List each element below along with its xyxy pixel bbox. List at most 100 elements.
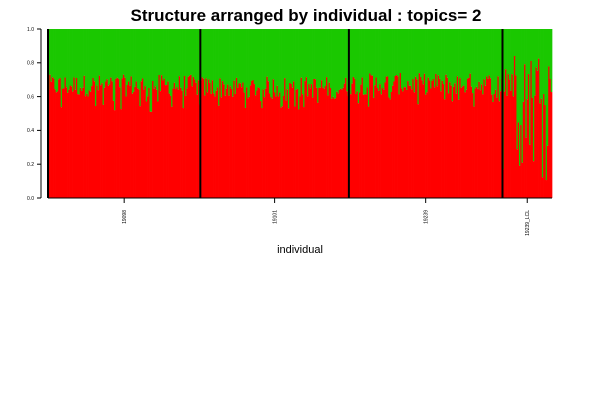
bar-topic1 <box>282 95 285 198</box>
bar-topic1 <box>121 78 124 198</box>
bar-topic2 <box>125 29 128 97</box>
bar-topic2 <box>464 29 467 93</box>
bar-topic1 <box>157 101 159 198</box>
bar-topic2 <box>494 29 497 90</box>
bar-topic1 <box>138 89 140 198</box>
bar-topic2 <box>58 29 60 80</box>
bar-topic1 <box>332 96 334 198</box>
bar-topic2 <box>100 29 102 86</box>
bar-topic1 <box>380 94 383 198</box>
bar-topic2 <box>55 29 58 93</box>
bar-topic1 <box>89 91 92 198</box>
bar-topic2 <box>482 29 484 95</box>
bar-topic1 <box>497 76 500 198</box>
bar-topic1 <box>58 79 60 198</box>
bar-topic1 <box>441 80 444 198</box>
bar-topic1 <box>92 77 95 198</box>
bar-topic1 <box>487 78 489 198</box>
bar-topic1 <box>214 96 216 198</box>
bar-topic1 <box>155 89 158 198</box>
bar-topic1 <box>400 88 403 198</box>
bar-topic2 <box>251 29 253 81</box>
bar-topic2 <box>489 29 492 79</box>
bar-topic1 <box>468 77 470 198</box>
bar-topic2 <box>247 29 249 99</box>
bar-topic2 <box>195 29 197 83</box>
bar-topic2 <box>233 29 235 81</box>
bar-topic2 <box>305 29 308 78</box>
bar-topic1 <box>251 80 253 198</box>
bar-topic1 <box>192 76 195 198</box>
bar-topic1 <box>488 75 491 198</box>
bar-topic1 <box>65 87 68 198</box>
bar-topic2 <box>280 29 282 108</box>
bar-topic1 <box>174 89 177 198</box>
bar-topic2 <box>190 29 192 75</box>
bar-topic1 <box>442 84 445 198</box>
y-tick-label: 0.6 <box>27 94 34 100</box>
bar-topic2 <box>126 29 129 85</box>
bar-topic1 <box>331 98 333 198</box>
bar-topic1 <box>409 85 412 198</box>
bar-topic1 <box>446 77 449 198</box>
bar-topic1 <box>215 90 218 198</box>
bar-topic2 <box>289 29 291 83</box>
bar-topic2 <box>499 29 502 92</box>
bar-topic1 <box>256 90 258 198</box>
bar-topic1 <box>478 81 480 198</box>
bar-topic2 <box>103 29 106 88</box>
bar-topic1 <box>392 85 394 198</box>
bar-topic2 <box>79 29 82 88</box>
bar-topic1 <box>233 80 235 198</box>
bar-topic1 <box>451 101 454 198</box>
bar-topic2 <box>351 29 354 84</box>
bar-topic2 <box>512 29 515 97</box>
bar-topic1 <box>267 81 270 198</box>
bar-topic2 <box>50 29 53 82</box>
bar-topic1 <box>51 77 54 198</box>
bar-topic1 <box>285 100 288 198</box>
bar-topic2 <box>360 29 362 85</box>
bar-topic1 <box>213 93 215 198</box>
bar-topic1 <box>232 96 234 198</box>
bar-topic2 <box>115 29 117 79</box>
bar-topic2 <box>196 29 199 95</box>
bar-topic2 <box>548 29 550 67</box>
bar-topic2 <box>341 29 343 90</box>
bar-topic2 <box>121 29 124 79</box>
bar-topic1 <box>477 88 479 198</box>
bar-topic2 <box>520 29 522 126</box>
bar-topic1 <box>243 92 246 198</box>
bar-topic2 <box>140 29 143 82</box>
bar-topic1 <box>77 94 79 198</box>
bar-topic2 <box>312 29 314 98</box>
bar-topic1 <box>530 60 533 198</box>
bar-topic2 <box>94 29 97 107</box>
bar-topic2 <box>544 29 547 106</box>
bar-topic2 <box>484 29 487 86</box>
bar-topic1 <box>304 81 307 198</box>
bar-topic1 <box>445 74 447 198</box>
bar-topic1 <box>182 108 185 198</box>
bar-topic1 <box>388 97 390 198</box>
bar-topic1 <box>220 97 223 198</box>
bar-topic2 <box>525 29 527 138</box>
bar-topic2 <box>309 29 312 89</box>
bar-topic2 <box>306 29 309 97</box>
bar-topic2 <box>124 29 126 78</box>
bar-topic1 <box>527 74 530 198</box>
bar-topic2 <box>313 29 315 79</box>
bar-topic2 <box>169 29 172 96</box>
bar-topic2 <box>370 29 373 76</box>
bar-topic2 <box>507 29 510 75</box>
bar-topic1 <box>323 88 326 198</box>
bar-topic2 <box>549 29 552 79</box>
bar-topic1 <box>301 94 304 198</box>
bar-topic2 <box>101 29 103 84</box>
bar-topic1 <box>260 101 262 198</box>
bar-topic2 <box>234 29 237 94</box>
bar-topic2 <box>437 29 440 76</box>
bar-topic2 <box>447 29 450 94</box>
bar-topic2 <box>187 29 190 77</box>
bar-topic2 <box>243 29 246 93</box>
